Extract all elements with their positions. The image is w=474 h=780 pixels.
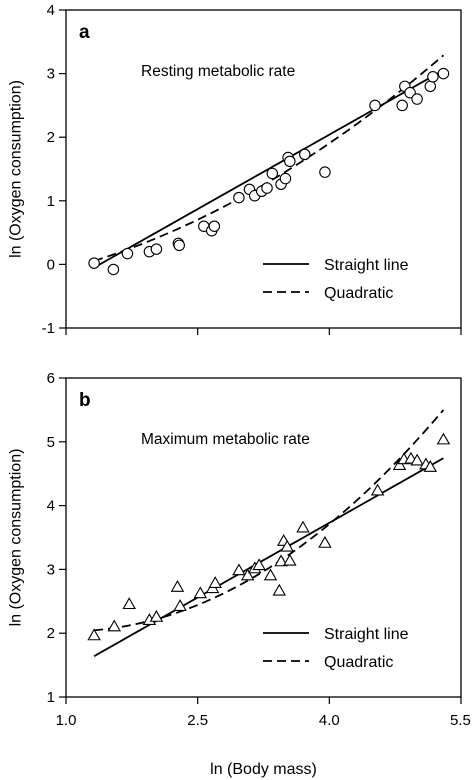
panel-b-y-tick-label: 3	[47, 561, 55, 578]
panel-b-y-tick-label: 1	[47, 689, 55, 706]
panel-b-data-point	[193, 586, 208, 599]
panel-b-x-tick-label: 2.5	[187, 712, 208, 729]
panel-b-data-point	[87, 628, 101, 641]
panel-a-data-point	[284, 155, 296, 168]
panel-a-data-point	[411, 93, 423, 105]
panel-a-y-axis-label: ln (Oxygen consumption)	[8, 80, 25, 258]
panel-a-y-tick-label: 0	[47, 256, 55, 273]
panel-a-data-point	[437, 67, 450, 80]
panel-b-data-point	[107, 619, 122, 632]
panel-b-legend-label-straight: Straight line	[324, 626, 409, 643]
panel-a-legend-label-quadratic: Quadratic	[324, 285, 393, 302]
panel-b-x-tick-label: 5.5	[450, 712, 471, 729]
panel-b-data-point	[392, 458, 407, 470]
panel-a-data-point	[107, 263, 120, 276]
panel-a-legend-label-straight: Straight line	[324, 257, 409, 274]
panel-b-data-point	[173, 599, 187, 611]
panel-a-data-point	[404, 86, 416, 99]
panel-b-x-tick-label: 4.0	[319, 712, 340, 729]
panel-a-data-point	[369, 99, 381, 112]
panel-b-data-point	[122, 597, 136, 610]
panel-b-data-point	[208, 576, 222, 588]
panel-b-data-point	[232, 563, 246, 576]
panel-a-letter: a	[79, 22, 90, 43]
panel-b-title: Maximum metabolic rate	[141, 431, 310, 448]
panel-b-y-tick-label: 5	[47, 434, 55, 451]
panel-a-data-point	[427, 71, 439, 83]
panel-b-data-point	[170, 579, 185, 592]
panel-b-x-axis-label: ln (Body mass)	[210, 761, 317, 778]
panel-b-y-tick-label: 2	[47, 625, 55, 642]
panel-b-data-point	[240, 568, 255, 581]
panel-a-data-point	[173, 239, 185, 252]
panel-a-y-tick-label: 1	[47, 193, 55, 210]
panel-b-data-point	[149, 609, 164, 622]
panel-b-data-point	[252, 558, 266, 571]
panel-a-data-point	[121, 247, 134, 260]
panel-b-data-point	[283, 553, 297, 566]
panel-b-data-point	[410, 453, 424, 466]
panel-a-data-point	[396, 99, 408, 112]
panel-b-data-point	[296, 520, 310, 533]
panel-a-data-point	[88, 257, 100, 269]
panel-b-y-tick-label: 4	[47, 498, 55, 515]
panel-b-data-point	[318, 535, 332, 548]
panel-b-y-axis-label: ln (Oxygen consumption)	[8, 449, 25, 627]
panel-b-data-point	[263, 568, 278, 581]
panel-b-y-tick-label: 6	[47, 370, 55, 387]
panel-b-data-point	[370, 483, 385, 496]
panel-a-y-tick-label: 4	[47, 2, 55, 19]
panel-b-data-point	[436, 432, 451, 445]
panel-b-data-point	[423, 460, 438, 472]
panel-a-data-point	[299, 148, 311, 161]
panel-b-plot-frame	[65, 377, 462, 698]
panel-a-fit-line-quadratic	[93, 54, 445, 262]
panel-a-data-point	[208, 220, 221, 232]
panel-a-data-point	[233, 191, 245, 204]
panel-a-data-point	[266, 167, 279, 180]
panel-a-title: Resting metabolic rate	[141, 63, 295, 80]
panel-a-y-tick-label: 3	[47, 66, 55, 83]
panel-a-data-point	[319, 166, 331, 178]
panel-a-data-point	[261, 182, 273, 194]
panel-b-legend-label-quadratic: Quadratic	[324, 654, 393, 671]
panel-a-fit-line-straight	[93, 69, 444, 269]
panel-a-data-point	[150, 243, 163, 255]
panel-b-letter: b	[79, 390, 91, 411]
panel-b-data-point	[272, 583, 287, 596]
panel-b-data-point	[274, 554, 288, 567]
panel-a-data-point	[424, 80, 437, 93]
panel-a-y-tick-label: 2	[47, 129, 55, 146]
panel-a-plot-frame	[65, 9, 462, 329]
panel-a-y-tick-label: -1	[42, 320, 55, 337]
panel-a-data-point	[279, 172, 292, 185]
panel-b-x-tick-label: 1.0	[56, 712, 77, 729]
panel-b-data-point	[280, 539, 294, 552]
